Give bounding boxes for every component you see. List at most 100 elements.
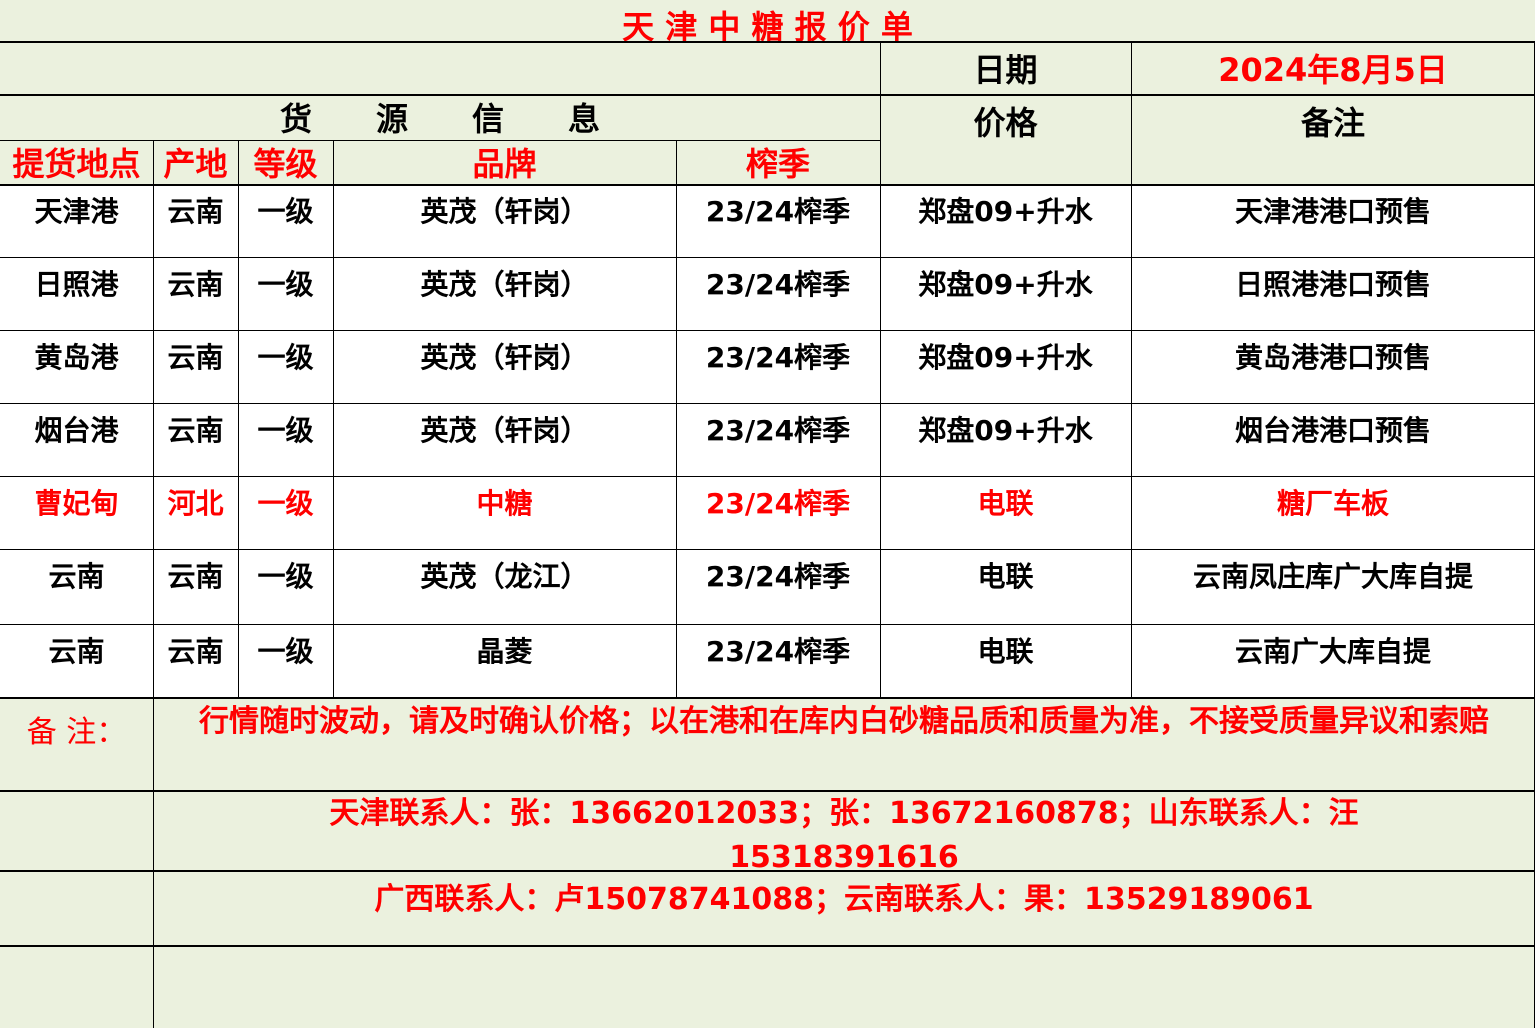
table-cell-season-text: 23/24榨季 <box>705 268 851 301</box>
grid-line <box>0 257 1535 258</box>
table-cell-origin-text: 云南 <box>167 268 224 301</box>
column-header: 等级 <box>238 140 333 184</box>
table-cell-brand-text: 英茂（轩岗） <box>420 414 589 447</box>
table-cell-season: 23/24榨季 <box>676 549 880 624</box>
grid-line <box>0 624 1535 625</box>
grid-line <box>238 140 239 697</box>
table-cell-grade-text: 一级 <box>257 635 314 668</box>
table-cell-grade: 一级 <box>238 184 333 257</box>
column-header-text: 提货地点 <box>12 145 141 183</box>
section-header-text: 货 源 信 息 <box>279 100 600 138</box>
grid-line <box>880 41 881 697</box>
table-cell-grade-text: 一级 <box>257 487 314 520</box>
grid-line <box>1131 41 1132 697</box>
table-cell-price-text: 电联 <box>977 635 1034 668</box>
table-cell-location: 云南 <box>0 549 153 624</box>
table-cell-origin-text: 云南 <box>167 341 224 374</box>
notes-contacts-1-text: 天津联系人：张：13662012033；张：13672160878；山东联系人：… <box>329 796 1359 875</box>
table-cell-brand-text: 英茂（轩岗） <box>420 341 589 374</box>
table-cell-season: 23/24榨季 <box>676 476 880 549</box>
table-cell-remark-text: 天津港港口预售 <box>1234 195 1431 228</box>
table-cell-price-text: 电联 <box>977 560 1034 593</box>
table-cell-origin: 云南 <box>153 330 238 403</box>
table-cell-season-text: 23/24榨季 <box>705 414 851 447</box>
table-cell-location: 日照港 <box>0 257 153 330</box>
table-cell-grade-text: 一级 <box>257 560 314 593</box>
grid-line <box>153 697 154 1028</box>
date-value-text: 2024年8月5日 <box>1218 50 1448 89</box>
table-cell-season: 23/24榨季 <box>676 257 880 330</box>
table-cell-grade: 一级 <box>238 257 333 330</box>
table-cell-remark-text: 日照港港口预售 <box>1234 268 1431 301</box>
date-label: 日期 <box>880 41 1131 94</box>
grid-line <box>0 697 1535 699</box>
table-cell-price: 电联 <box>880 476 1131 549</box>
table-cell-grade: 一级 <box>238 403 333 476</box>
blank-header-cell <box>0 41 880 94</box>
grid-line <box>0 476 1535 477</box>
table-cell-price-text: 郑盘09+升水 <box>918 195 1093 228</box>
table-cell-season: 23/24榨季 <box>676 624 880 697</box>
date-label-text: 日期 <box>973 50 1038 89</box>
grid-line <box>0 140 880 141</box>
column-header: 榨季 <box>676 140 880 184</box>
table-cell-season-text: 23/24榨季 <box>705 560 851 593</box>
table-cell-price-text: 电联 <box>977 487 1034 520</box>
column-header: 品牌 <box>333 140 676 184</box>
column-header: 产地 <box>153 140 238 184</box>
table-cell-origin: 云南 <box>153 549 238 624</box>
table-cell-price: 郑盘09+升水 <box>880 403 1131 476</box>
notes-contacts-2: 广西联系人：卢15078741088；云南联系人：果：13529189061 <box>153 870 1535 945</box>
notes-disclaimer-text: 行情随时波动，请及时确认价格；以在港和在库内白砂糖品质和质量为准，不接受质量异议… <box>199 704 1489 739</box>
notes-empty <box>153 945 1535 1028</box>
grid-line <box>0 549 1535 550</box>
table-cell-season-text: 23/24榨季 <box>705 195 851 228</box>
table-cell-location-text: 曹妃甸 <box>34 487 119 520</box>
table-cell-location: 烟台港 <box>0 403 153 476</box>
table-cell-origin-text: 云南 <box>167 560 224 593</box>
notes-label: 备 注： <box>0 697 153 1028</box>
table-cell-remark-text: 烟台港港口预售 <box>1234 414 1431 447</box>
table-cell-season: 23/24榨季 <box>676 184 880 257</box>
table-cell-grade-text: 一级 <box>257 268 314 301</box>
table-cell-origin-text: 云南 <box>167 414 224 447</box>
table-cell-remark: 云南凤庄库广大库自提 <box>1131 549 1535 624</box>
table-cell-grade-text: 一级 <box>257 414 314 447</box>
table-cell-season: 23/24榨季 <box>676 403 880 476</box>
notes-label-text: 备 注： <box>26 715 127 750</box>
date-value: 2024年8月5日 <box>1131 41 1535 94</box>
table-cell-grade: 一级 <box>238 549 333 624</box>
table-cell-origin: 云南 <box>153 624 238 697</box>
notes-disclaimer: 行情随时波动，请及时确认价格；以在港和在库内白砂糖品质和质量为准，不接受质量异议… <box>153 697 1535 790</box>
grid-line <box>0 330 1535 331</box>
table-cell-location: 天津港 <box>0 184 153 257</box>
table-cell-remark: 黄岛港港口预售 <box>1131 330 1535 403</box>
table-cell-brand: 中糖 <box>333 476 676 549</box>
table-cell-remark-text: 云南凤庄库广大库自提 <box>1192 560 1473 593</box>
grid-line <box>333 140 334 697</box>
table-cell-origin: 云南 <box>153 184 238 257</box>
table-cell-origin: 云南 <box>153 403 238 476</box>
table-cell-brand: 英茂（轩岗） <box>333 403 676 476</box>
table-cell-price-text: 郑盘09+升水 <box>918 414 1093 447</box>
column-header-text: 榨季 <box>745 145 810 183</box>
table-cell-remark: 日照港港口预售 <box>1131 257 1535 330</box>
table-cell-price: 郑盘09+升水 <box>880 184 1131 257</box>
table-cell-price: 郑盘09+升水 <box>880 330 1131 403</box>
column-header: 提货地点 <box>0 140 153 184</box>
table-cell-origin: 云南 <box>153 257 238 330</box>
table-cell-grade: 一级 <box>238 330 333 403</box>
table-cell-brand: 英茂（轩岗） <box>333 257 676 330</box>
price-header-text: 价格 <box>973 104 1038 142</box>
table-cell-grade-text: 一级 <box>257 195 314 228</box>
column-header-text: 等级 <box>253 145 318 183</box>
table-cell-location-text: 烟台港 <box>34 414 119 447</box>
table-cell-origin: 河北 <box>153 476 238 549</box>
table-cell-origin-text: 河北 <box>167 487 224 520</box>
remark-header: 备注 <box>1131 94 1535 184</box>
table-cell-season: 23/24榨季 <box>676 330 880 403</box>
notes-contacts-1: 天津联系人：张：13662012033；张：13672160878；山东联系人：… <box>153 790 1535 875</box>
grid-line <box>0 41 1535 43</box>
table-cell-location: 黄岛港 <box>0 330 153 403</box>
grid-line <box>153 140 154 697</box>
